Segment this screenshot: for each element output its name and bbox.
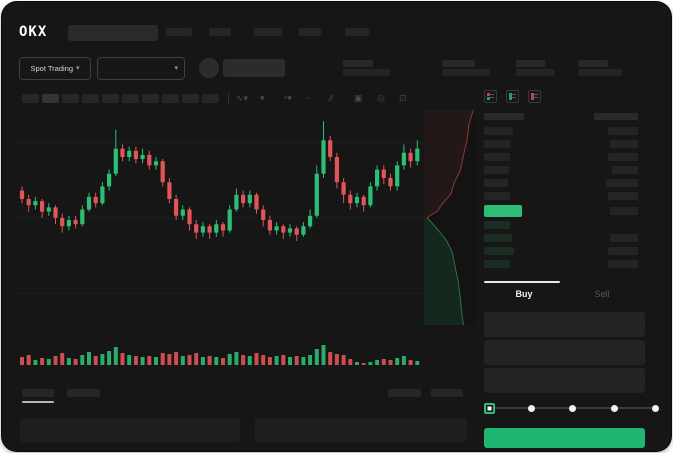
nav-item-placeholder[interactable] [254,28,282,36]
timeframe-button[interactable] [162,94,179,103]
chevron-down-icon: ▾ [174,65,178,72]
search-input[interactable] [68,25,158,41]
nav-item-placeholder[interactable] [345,28,369,36]
ask-row-amount [608,192,638,200]
timeframe-button[interactable] [202,94,219,103]
last-price-placeholder [223,59,285,77]
timeframe-button[interactable] [22,94,39,103]
order-total-field[interactable] [484,368,645,393]
slider-handle[interactable] [484,403,495,414]
timeframe-button[interactable] [62,94,79,103]
ask-row-price[interactable] [484,179,508,187]
alert-icon[interactable]: ◎ [377,93,385,103]
timeframe-button[interactable] [82,94,99,103]
bottom-action[interactable] [431,389,463,397]
bottom-tab[interactable] [22,389,54,397]
combined-book-icon[interactable] [484,90,497,103]
slider-stop-dot[interactable] [569,405,576,412]
asks-book-icon[interactable] [528,90,541,103]
bid-row-amount [610,234,638,242]
stat-label-placeholder [578,60,608,67]
stat-value-placeholder [578,69,622,76]
orderbook-header-amount [594,113,638,120]
timeframe-button[interactable] [182,94,199,103]
bottom-tab[interactable] [67,389,100,397]
pair-select-dropdown[interactable]: ▾ [97,57,185,80]
bids-book-icon[interactable] [506,90,519,103]
timeframe-button[interactable] [102,94,119,103]
last-price-highlight[interactable] [484,205,522,217]
depth-chart [424,110,476,325]
bid-row-amount [608,260,638,268]
oscillator-icon[interactable]: ◔▾ [282,93,292,103]
candlestick-chart[interactable] [14,110,426,370]
ask-row-price[interactable] [484,140,511,148]
stat-value-placeholder [516,69,555,76]
draw-tools-icon[interactable]: ⁄⁄ [330,93,334,103]
nav-item-placeholder[interactable] [209,28,231,36]
active-tab-indicator [484,281,560,283]
order-price-field[interactable] [484,312,645,337]
slider-stop-dot[interactable] [652,405,659,412]
bottom-panel-placeholder [255,418,467,442]
indicators-icon[interactable]: ∿▾ [236,93,249,103]
timeframe-button[interactable] [122,94,139,103]
bid-row-amount [608,247,638,255]
slider-stop-dot[interactable] [527,405,535,412]
stat-value-placeholder [343,69,390,76]
ask-row-price[interactable] [484,166,509,174]
fullscreen-icon[interactable]: ⊡ [399,93,407,103]
bottom-action[interactable] [388,389,421,397]
market-type-label: Spot Trading [30,64,73,73]
stat-label-placeholder [442,60,475,67]
coin-avatar [199,58,219,78]
ask-row-amount [612,166,638,174]
bid-row-price[interactable] [484,247,514,255]
line-type-icon[interactable]: ~ [306,93,312,103]
bid-row-price[interactable] [484,260,510,268]
market-type-dropdown[interactable]: Spot Trading ▾ [19,57,91,80]
tab-buy[interactable]: Buy [515,289,533,299]
buy-submit-button[interactable] [484,428,645,448]
last-price-amount [610,207,638,215]
nav-item-placeholder[interactable] [299,28,321,36]
tab-sell[interactable]: Sell [594,289,610,299]
timeframe-button[interactable] [42,94,59,103]
bid-row-price[interactable] [484,234,512,242]
bid-row-price[interactable] [484,221,510,229]
ask-row-amount [610,140,638,148]
okx-logo: OKX [19,24,48,40]
bottom-tab-underline [22,401,54,403]
order-amount-field[interactable] [484,340,645,365]
orderbook-header-price [484,113,524,120]
slider-stop-dot[interactable] [610,405,618,412]
ask-row-amount [608,153,638,161]
nav-item-placeholder[interactable] [166,28,192,36]
toolbar-divider [228,92,229,105]
bottom-panel-placeholder [20,418,240,442]
chevron-down-icon: ▾ [76,65,80,72]
ask-row-price[interactable] [484,192,510,200]
snapshot-icon[interactable]: ▣ [354,93,363,103]
compare-icon[interactable]: ▾ [260,93,265,103]
ask-row-price[interactable] [484,153,510,161]
stat-value-placeholder [442,69,490,76]
timeframe-button[interactable] [142,94,159,103]
stat-label-placeholder [343,60,373,67]
stat-label-placeholder [516,60,545,67]
ask-row-price[interactable] [484,127,513,135]
ask-row-amount [606,179,638,187]
ask-row-amount [608,127,638,135]
